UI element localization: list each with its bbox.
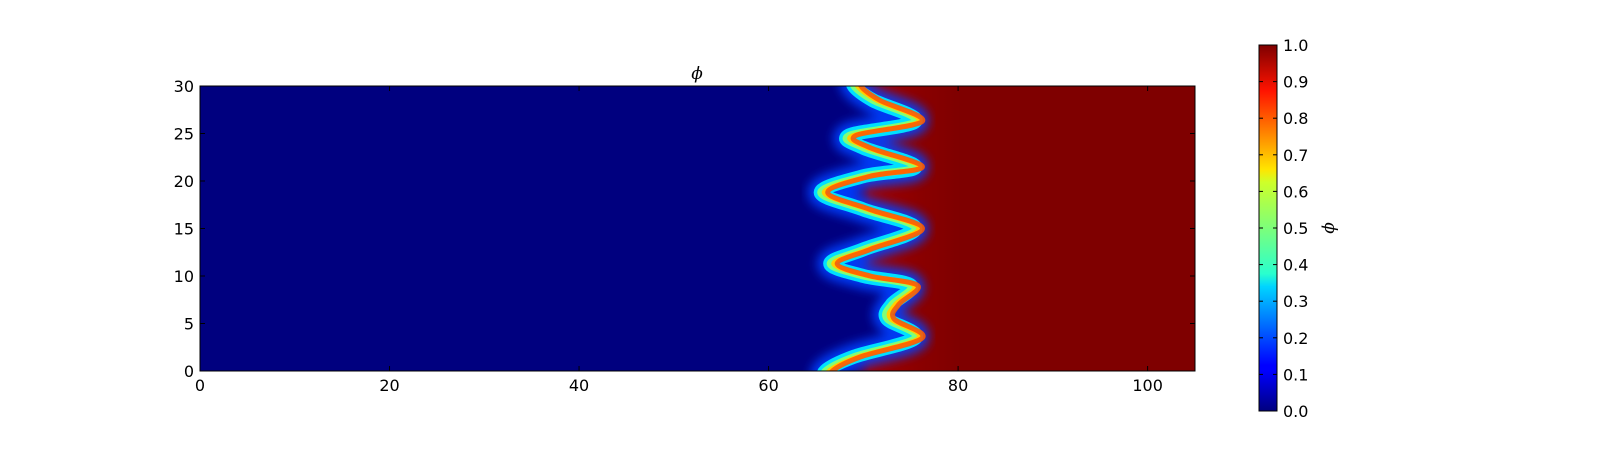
colorbar-tick-label: 0.0	[1283, 402, 1308, 421]
x-tick-label: 40	[569, 376, 589, 395]
colorbar-ticks: 0.0 0.1 0.2 0.3 0.4 0.5 0.6 0.7 0.8 0.9 1.0	[1259, 36, 1308, 421]
x-tick-label: 80	[948, 376, 968, 395]
colorbar-tick-label: 0.1	[1283, 365, 1308, 384]
colorbar-tick-label: 0.8	[1283, 109, 1308, 128]
chart-title: ϕ	[691, 64, 703, 84]
colorbar-tick-label: 0.3	[1283, 292, 1308, 311]
plot-area	[199, 85, 1196, 372]
y-tick-label: 20	[174, 172, 194, 191]
colorbar-tick-label: 1.0	[1283, 36, 1308, 55]
x-tick-label: 100	[1132, 376, 1163, 395]
colorbar-tick-label: 0.2	[1283, 329, 1308, 348]
colorbar-tick-label: 0.7	[1283, 146, 1308, 165]
colorbar-tick-label: 0.4	[1283, 256, 1308, 275]
colorbar-tick-label: 0.5	[1283, 219, 1308, 238]
y-axis: 0 5 10 15 20 25 30	[174, 77, 1195, 381]
x-tick-label: 60	[758, 376, 778, 395]
x-axis: 0 20 40 60 80 100	[195, 86, 1163, 395]
colorbar-gradient	[1259, 45, 1277, 411]
y-tick-label: 10	[174, 267, 194, 286]
y-tick-label: 25	[174, 125, 194, 144]
interface-band-orange	[825, 86, 926, 371]
y-tick-label: 15	[174, 220, 194, 239]
colorbar-tick-label: 0.9	[1283, 73, 1308, 92]
y-tick-label: 0	[184, 362, 194, 381]
x-tick-label: 0	[195, 376, 205, 395]
colorbar-tick-label: 0.6	[1283, 182, 1308, 201]
y-tick-label: 5	[184, 315, 194, 334]
colorbar: 0.0 0.1 0.2 0.3 0.4 0.5 0.6 0.7 0.8 0.9 1.0 ϕ	[1258, 36, 1340, 421]
colorbar-label: ϕ	[1320, 222, 1340, 234]
y-tick-label: 30	[174, 77, 194, 96]
x-tick-label: 20	[379, 376, 399, 395]
